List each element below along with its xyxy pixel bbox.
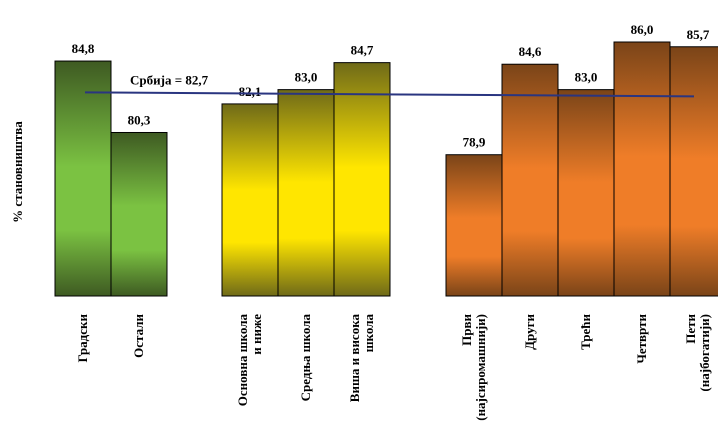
value-label: 80,3 <box>128 112 151 127</box>
value-label: 83,0 <box>295 70 318 85</box>
value-label: 86,0 <box>631 22 654 37</box>
bar <box>613 41 671 297</box>
category-label: Виша и високашкола <box>347 314 376 403</box>
bar <box>333 62 391 297</box>
category-label: Други <box>522 314 537 350</box>
bar <box>54 60 112 297</box>
category-labels-layer: Градски Остали Основна школаи ниже Средња ш… <box>75 313 712 420</box>
category-label: Градски <box>75 313 90 362</box>
value-labels-layer: 84,8 80,3 82,1 83,0 84,7 78,9 84,6 83,0 86,0 85,7 <box>72 22 710 150</box>
category-label: Четврти <box>634 313 649 363</box>
bar <box>221 103 279 297</box>
category-label: Основна школаи ниже <box>235 314 264 407</box>
reference-line-layer: Србија = 82,7 <box>84 72 695 98</box>
value-label: 78,9 <box>463 135 486 150</box>
category-label: Остали <box>131 313 146 357</box>
category-label: Средња школа <box>298 314 313 402</box>
reference-line <box>84 91 695 98</box>
value-label: 82,1 <box>239 84 262 99</box>
bars-layer <box>54 41 718 297</box>
category-label: Први(најсиромашнији) <box>459 313 488 420</box>
value-label: 85,7 <box>687 27 710 42</box>
bar <box>669 46 718 297</box>
value-label: 84,8 <box>72 41 95 56</box>
value-label: 84,6 <box>519 44 542 59</box>
bar <box>557 89 615 297</box>
category-label: Трећи <box>578 314 593 350</box>
bar <box>277 89 335 297</box>
bar <box>445 154 503 297</box>
reference-line-label: Србија = 82,7 <box>130 72 209 87</box>
value-label: 83,0 <box>575 70 598 85</box>
value-label: 84,7 <box>351 43 374 58</box>
y-axis-label: % становништва <box>10 121 25 223</box>
category-label: Пети(најбогатији) <box>683 313 712 391</box>
bar <box>110 131 168 297</box>
bar <box>501 63 559 297</box>
